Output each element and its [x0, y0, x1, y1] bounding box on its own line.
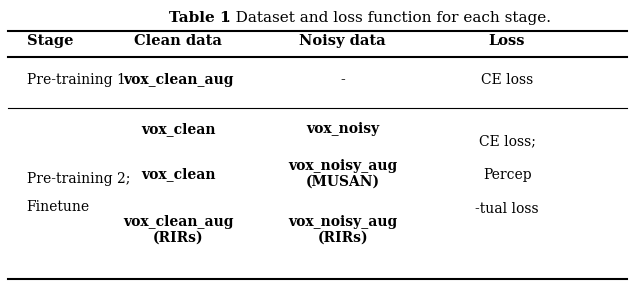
Text: Percep: Percep: [483, 168, 531, 182]
Text: vox_noisy_aug
(RIRs): vox_noisy_aug (RIRs): [288, 215, 397, 245]
Text: . Dataset and loss function for each stage.: . Dataset and loss function for each sta…: [226, 11, 551, 25]
Text: -: -: [340, 73, 345, 87]
Text: vox_noisy_aug
(MUSAN): vox_noisy_aug (MUSAN): [288, 159, 397, 189]
Text: Loss: Loss: [489, 34, 525, 48]
Text: Noisy data: Noisy data: [300, 34, 386, 48]
Text: CE loss: CE loss: [481, 73, 533, 87]
Text: Stage: Stage: [27, 34, 73, 48]
Text: CE loss;: CE loss;: [479, 134, 536, 149]
Text: Clean data: Clean data: [134, 34, 222, 48]
Text: vox_clean: vox_clean: [141, 167, 216, 181]
Text: vox_clean_aug
(RIRs): vox_clean_aug (RIRs): [123, 215, 234, 245]
Text: vox_clean_aug: vox_clean_aug: [123, 73, 234, 87]
Text: vox_clean: vox_clean: [141, 122, 216, 136]
Text: Table 1: Table 1: [169, 11, 230, 25]
Text: Pre-training 2;: Pre-training 2;: [27, 172, 130, 186]
Text: Pre-training 1: Pre-training 1: [27, 73, 125, 87]
Text: vox_noisy: vox_noisy: [306, 122, 380, 136]
Text: -tual loss: -tual loss: [476, 202, 539, 216]
Text: Finetune: Finetune: [27, 200, 90, 214]
